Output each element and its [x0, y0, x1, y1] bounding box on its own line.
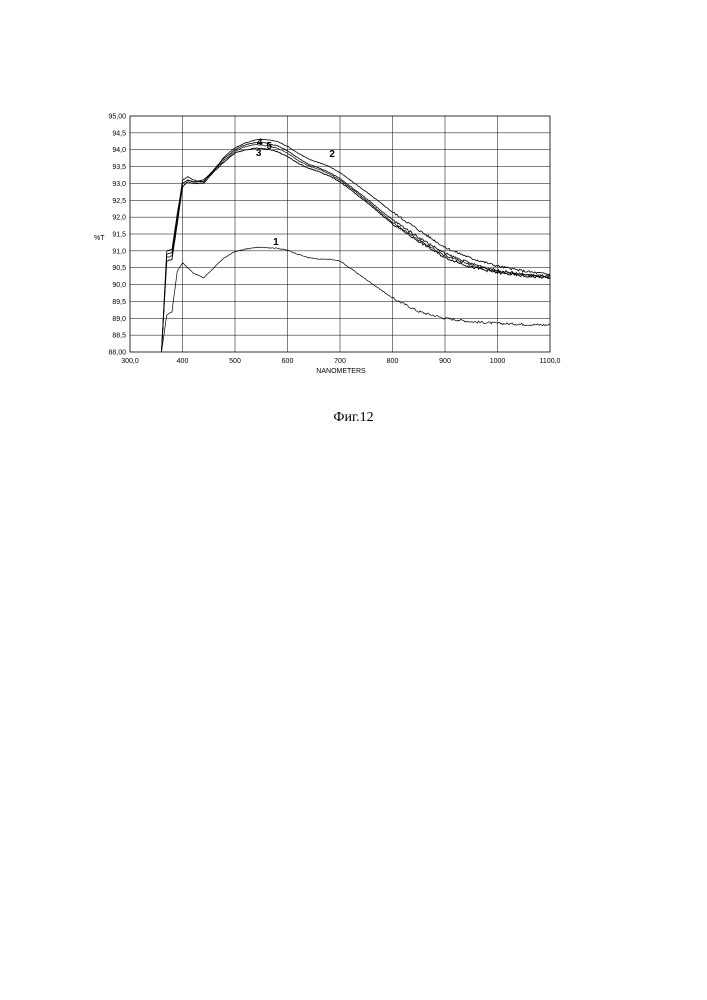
- y-tick-label: 91,0: [112, 248, 126, 255]
- curve-label-4: 4: [257, 138, 263, 149]
- y-tick-label: 94,0: [112, 147, 126, 154]
- x-tick-label: 700: [334, 358, 346, 365]
- y-tick-label: 94,5: [112, 130, 126, 137]
- transmittance-chart: 300,040050060070080090010001100,0 88,008…: [0, 0, 707, 400]
- curve-labels: 1 2 345: [256, 138, 336, 248]
- figure-caption: Фиг.12: [0, 410, 707, 426]
- x-tick-labels: 300,0 400 500 600 700 800 900 1000 1100,0: [121, 358, 560, 365]
- y-tick-label: 90,0: [112, 282, 126, 289]
- x-tick-label: 800: [387, 358, 399, 365]
- y-tick-label: 95,00: [108, 114, 126, 121]
- y-axis-label: %T: [94, 235, 105, 242]
- series-line-4: [162, 142, 551, 352]
- series-line-1: [162, 247, 551, 352]
- x-tick-label: 900: [439, 358, 451, 365]
- y-tick-labels: 88,00 88,5 89,0 89,5 90,0 90,5 91,0 91,5 92,0 92,…: [108, 114, 126, 357]
- x-axis-label: NANOMETERS: [316, 368, 366, 375]
- x-tick-label: 1100,0: [540, 358, 561, 365]
- y-tick-label: 88,5: [112, 333, 126, 340]
- series-line-3: [162, 148, 551, 352]
- series-line-2: [162, 139, 551, 352]
- x-tick-label: 1000: [490, 358, 506, 365]
- x-tick-label: 500: [229, 358, 241, 365]
- y-tick-label: 88,00: [108, 350, 126, 357]
- y-tick-label: 89,0: [112, 316, 126, 323]
- y-tick-label: 90,5: [112, 265, 126, 272]
- curve-label-2: 2: [329, 149, 335, 160]
- chart-grid: [130, 116, 550, 352]
- x-tick-label: 400: [177, 358, 189, 365]
- chart-series: [162, 139, 551, 352]
- x-tick-label: 300,0: [121, 358, 139, 365]
- y-tick-label: 89,5: [112, 299, 126, 306]
- curve-label-5: 5: [266, 141, 272, 152]
- y-tick-label: 91,5: [112, 232, 126, 239]
- y-tick-label: 93,0: [112, 181, 126, 188]
- y-tick-label: 92,5: [112, 198, 126, 205]
- curve-label-3: 3: [256, 148, 262, 159]
- x-tick-label: 600: [282, 358, 294, 365]
- series-line-5: [162, 145, 551, 352]
- curve-label-1: 1: [273, 237, 279, 248]
- y-tick-label: 92,0: [112, 215, 126, 222]
- y-tick-label: 93,5: [112, 164, 126, 171]
